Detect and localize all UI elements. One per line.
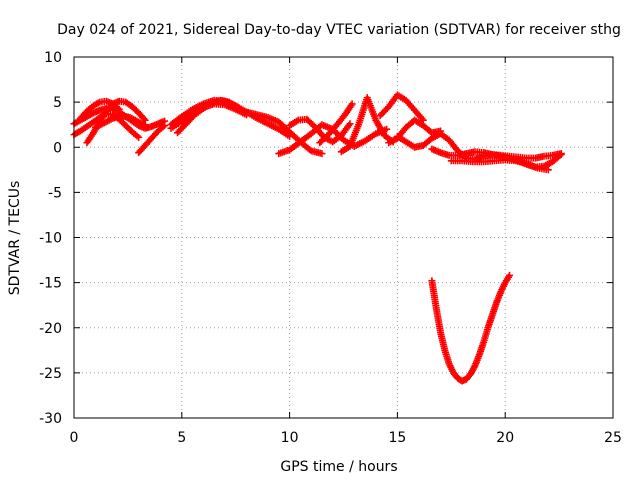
x-axis-label: GPS time / hours [280,459,397,475]
y-axis-label: SDTVAR / TECUs [7,181,23,296]
y-tick-label: -10 [39,231,62,247]
y-tick-label: 10 [44,50,62,66]
series-arc-s [447,156,552,174]
y-tick-label: -25 [39,366,62,382]
y-tick-label: 5 [53,95,62,111]
data-point [161,122,169,130]
y-tick-label: -30 [39,411,62,427]
tick-layer: 0 5 10 15 20 25 10 5 0 -5 -10 -15 -20 -25 -30 [39,50,622,446]
y-tick-label: -15 [39,276,62,292]
y-tick-label: -5 [48,185,62,201]
data-point [544,166,552,174]
grid-layer [74,57,613,418]
data-point [318,150,326,158]
series-arc-r [428,145,565,162]
data-point [143,123,151,131]
series-arc-e [92,112,151,131]
data-point [383,125,391,133]
data-point [348,100,356,108]
series-arc-d [76,97,123,122]
data-point [115,105,123,113]
plot-frame [73,56,614,419]
data-point [557,150,565,158]
series-arc-f [135,122,169,157]
series-arc-t [428,271,514,385]
x-tick-label: 0 [70,430,79,446]
y-tick-label: -20 [39,321,62,337]
series-arc-m [316,100,356,147]
x-tick-label: 5 [177,430,186,446]
data-point [135,133,143,141]
data-layer [70,91,565,385]
series-arc-o [376,91,427,124]
data-point [140,115,148,123]
data-point [141,116,149,124]
data-point [506,271,514,279]
x-tick-label: 25 [604,430,622,446]
x-tick-label: 10 [281,430,299,446]
data-point [346,120,354,128]
series-arc-i [173,96,242,137]
x-tick-label: 15 [388,430,406,446]
chart-title: Day 024 of 2021, Sidereal Day-to-day VTE… [57,22,621,38]
x-tick-label: 20 [496,430,514,446]
y-tick-label: 0 [53,140,62,156]
series-arc-l [286,115,354,146]
data-point [234,104,242,112]
